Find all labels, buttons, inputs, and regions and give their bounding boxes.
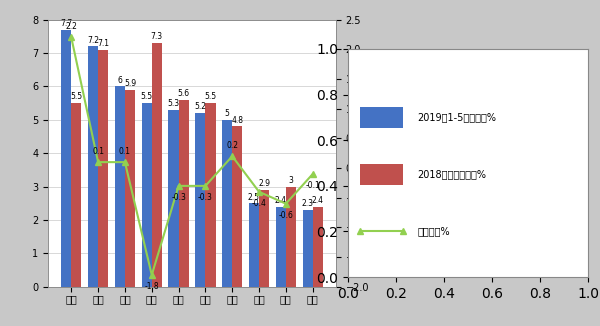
同比增减% xyxy=(202,184,209,188)
Bar xyxy=(249,203,259,287)
Text: 0.2: 0.2 xyxy=(226,141,238,150)
Text: -0.3: -0.3 xyxy=(171,193,186,202)
Bar xyxy=(195,113,205,287)
Bar xyxy=(142,103,152,287)
Bar xyxy=(71,103,82,287)
Text: 7.7: 7.7 xyxy=(60,19,72,28)
Line: 同比增减%: 同比增减% xyxy=(68,34,316,278)
Bar xyxy=(179,100,189,287)
Text: 5.5: 5.5 xyxy=(140,93,153,101)
Text: -0.6: -0.6 xyxy=(278,211,293,220)
Text: 2.4: 2.4 xyxy=(275,196,287,205)
Bar xyxy=(98,50,109,287)
Bar xyxy=(275,207,286,287)
Text: 2.5: 2.5 xyxy=(248,193,260,202)
Text: 5.2: 5.2 xyxy=(194,102,206,111)
同比增减% xyxy=(148,273,155,277)
Text: 2.2: 2.2 xyxy=(65,22,77,31)
Bar xyxy=(313,207,323,287)
Text: -0.4: -0.4 xyxy=(251,199,266,208)
同比增减% xyxy=(121,160,128,164)
Bar xyxy=(222,120,232,287)
Text: 5: 5 xyxy=(225,109,230,118)
Bar xyxy=(88,46,98,287)
Bar xyxy=(152,43,162,287)
Text: -0.1: -0.1 xyxy=(305,181,320,190)
Text: 同比增减%: 同比增减% xyxy=(418,227,450,236)
Text: 5.6: 5.6 xyxy=(178,89,190,98)
同比增减% xyxy=(256,190,263,194)
Text: 2.4: 2.4 xyxy=(312,196,324,205)
Text: 5.9: 5.9 xyxy=(124,79,136,88)
Text: 2.9: 2.9 xyxy=(258,179,270,188)
Bar xyxy=(125,90,135,287)
FancyBboxPatch shape xyxy=(360,164,403,185)
Text: 7.1: 7.1 xyxy=(97,39,109,48)
同比增减% xyxy=(282,202,289,206)
Bar xyxy=(259,190,269,287)
Text: 2.3: 2.3 xyxy=(302,200,314,208)
Text: 7.3: 7.3 xyxy=(151,32,163,41)
Text: 4.8: 4.8 xyxy=(232,116,244,125)
同比增减% xyxy=(68,36,75,39)
Bar xyxy=(232,126,242,287)
Bar xyxy=(115,86,125,287)
Text: 0.1: 0.1 xyxy=(92,147,104,156)
Text: 5.5: 5.5 xyxy=(70,93,82,101)
Text: 3: 3 xyxy=(289,176,293,185)
Text: -1.8: -1.8 xyxy=(145,282,159,291)
Bar xyxy=(61,30,71,287)
同比增减% xyxy=(95,160,102,164)
同比增减% xyxy=(309,172,316,176)
Bar xyxy=(302,210,313,287)
同比增减% xyxy=(175,184,182,188)
Bar xyxy=(205,103,215,287)
Text: 6: 6 xyxy=(118,76,122,85)
Bar xyxy=(169,110,179,287)
Text: 0.1: 0.1 xyxy=(119,147,131,156)
Text: 5.3: 5.3 xyxy=(167,99,179,108)
FancyBboxPatch shape xyxy=(360,107,403,128)
Text: 5.5: 5.5 xyxy=(205,93,217,101)
Text: -0.3: -0.3 xyxy=(198,193,213,202)
Text: 2018年同期占有率%: 2018年同期占有率% xyxy=(418,170,487,179)
同比增减% xyxy=(229,154,236,158)
Bar xyxy=(286,186,296,287)
Text: 7.2: 7.2 xyxy=(87,36,99,45)
Text: 2019年1-5月占有率%: 2019年1-5月占有率% xyxy=(418,112,497,122)
